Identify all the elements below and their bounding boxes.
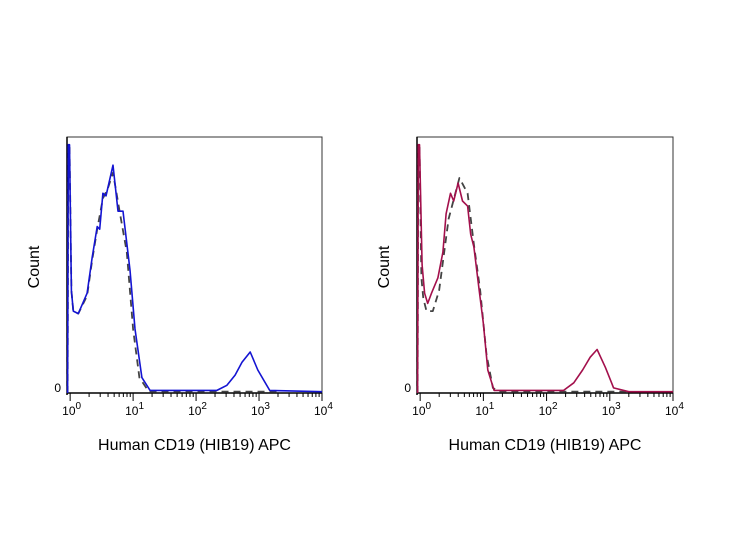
- x-tick-base: 10: [412, 404, 426, 418]
- plot-frame: [66, 136, 323, 394]
- y-axis-label: Count: [26, 245, 43, 288]
- x-tick-label: 103: [602, 401, 621, 418]
- stained-histogram-line: [66, 143, 323, 394]
- x-tick-base: 10: [602, 404, 616, 418]
- y-axis-label: Count: [376, 245, 393, 288]
- x-tick-base: 10: [475, 404, 489, 418]
- plot-frame: [416, 136, 674, 394]
- x-tick-label: 101: [125, 401, 144, 418]
- x-tick-base: 10: [188, 404, 202, 418]
- x-tick-exponent: 1: [138, 401, 144, 412]
- x-tick-exponent: 3: [615, 401, 621, 412]
- x-tick-base: 10: [314, 404, 328, 418]
- x-tick-label: 100: [62, 401, 81, 418]
- x-tick-label: 104: [314, 401, 333, 418]
- x-tick-base: 10: [251, 404, 265, 418]
- x-tick-label: 102: [539, 401, 558, 418]
- x-tick-exponent: 1: [489, 401, 495, 412]
- x-tick-base: 10: [62, 404, 76, 418]
- x-tick-exponent: 2: [552, 401, 558, 412]
- x-tick-exponent: 0: [426, 401, 432, 412]
- x-tick-exponent: 0: [76, 401, 82, 412]
- y-tick-label: 0: [404, 381, 411, 395]
- x-tick-base: 10: [539, 404, 553, 418]
- x-tick-base: 10: [665, 404, 679, 418]
- x-tick-label: 104: [665, 401, 684, 418]
- x-tick-exponent: 4: [678, 401, 684, 412]
- x-axis-label: Human CD19 (HIB19) APC: [449, 437, 642, 454]
- x-tick-exponent: 2: [201, 401, 207, 412]
- x-tick-label: 101: [475, 401, 494, 418]
- x-tick-label: 103: [251, 401, 270, 418]
- x-tick-exponent: 4: [327, 401, 333, 412]
- x-tick-label: 102: [188, 401, 207, 418]
- control-histogram-line: [416, 143, 629, 394]
- x-axis-label: Human CD19 (HIB19) APC: [98, 437, 291, 454]
- stained-histogram-line: [416, 143, 673, 394]
- x-tick-base: 10: [125, 404, 139, 418]
- x-tick-exponent: 3: [264, 401, 270, 412]
- x-tick-label: 100: [412, 401, 431, 418]
- y-tick-label: 0: [54, 381, 61, 395]
